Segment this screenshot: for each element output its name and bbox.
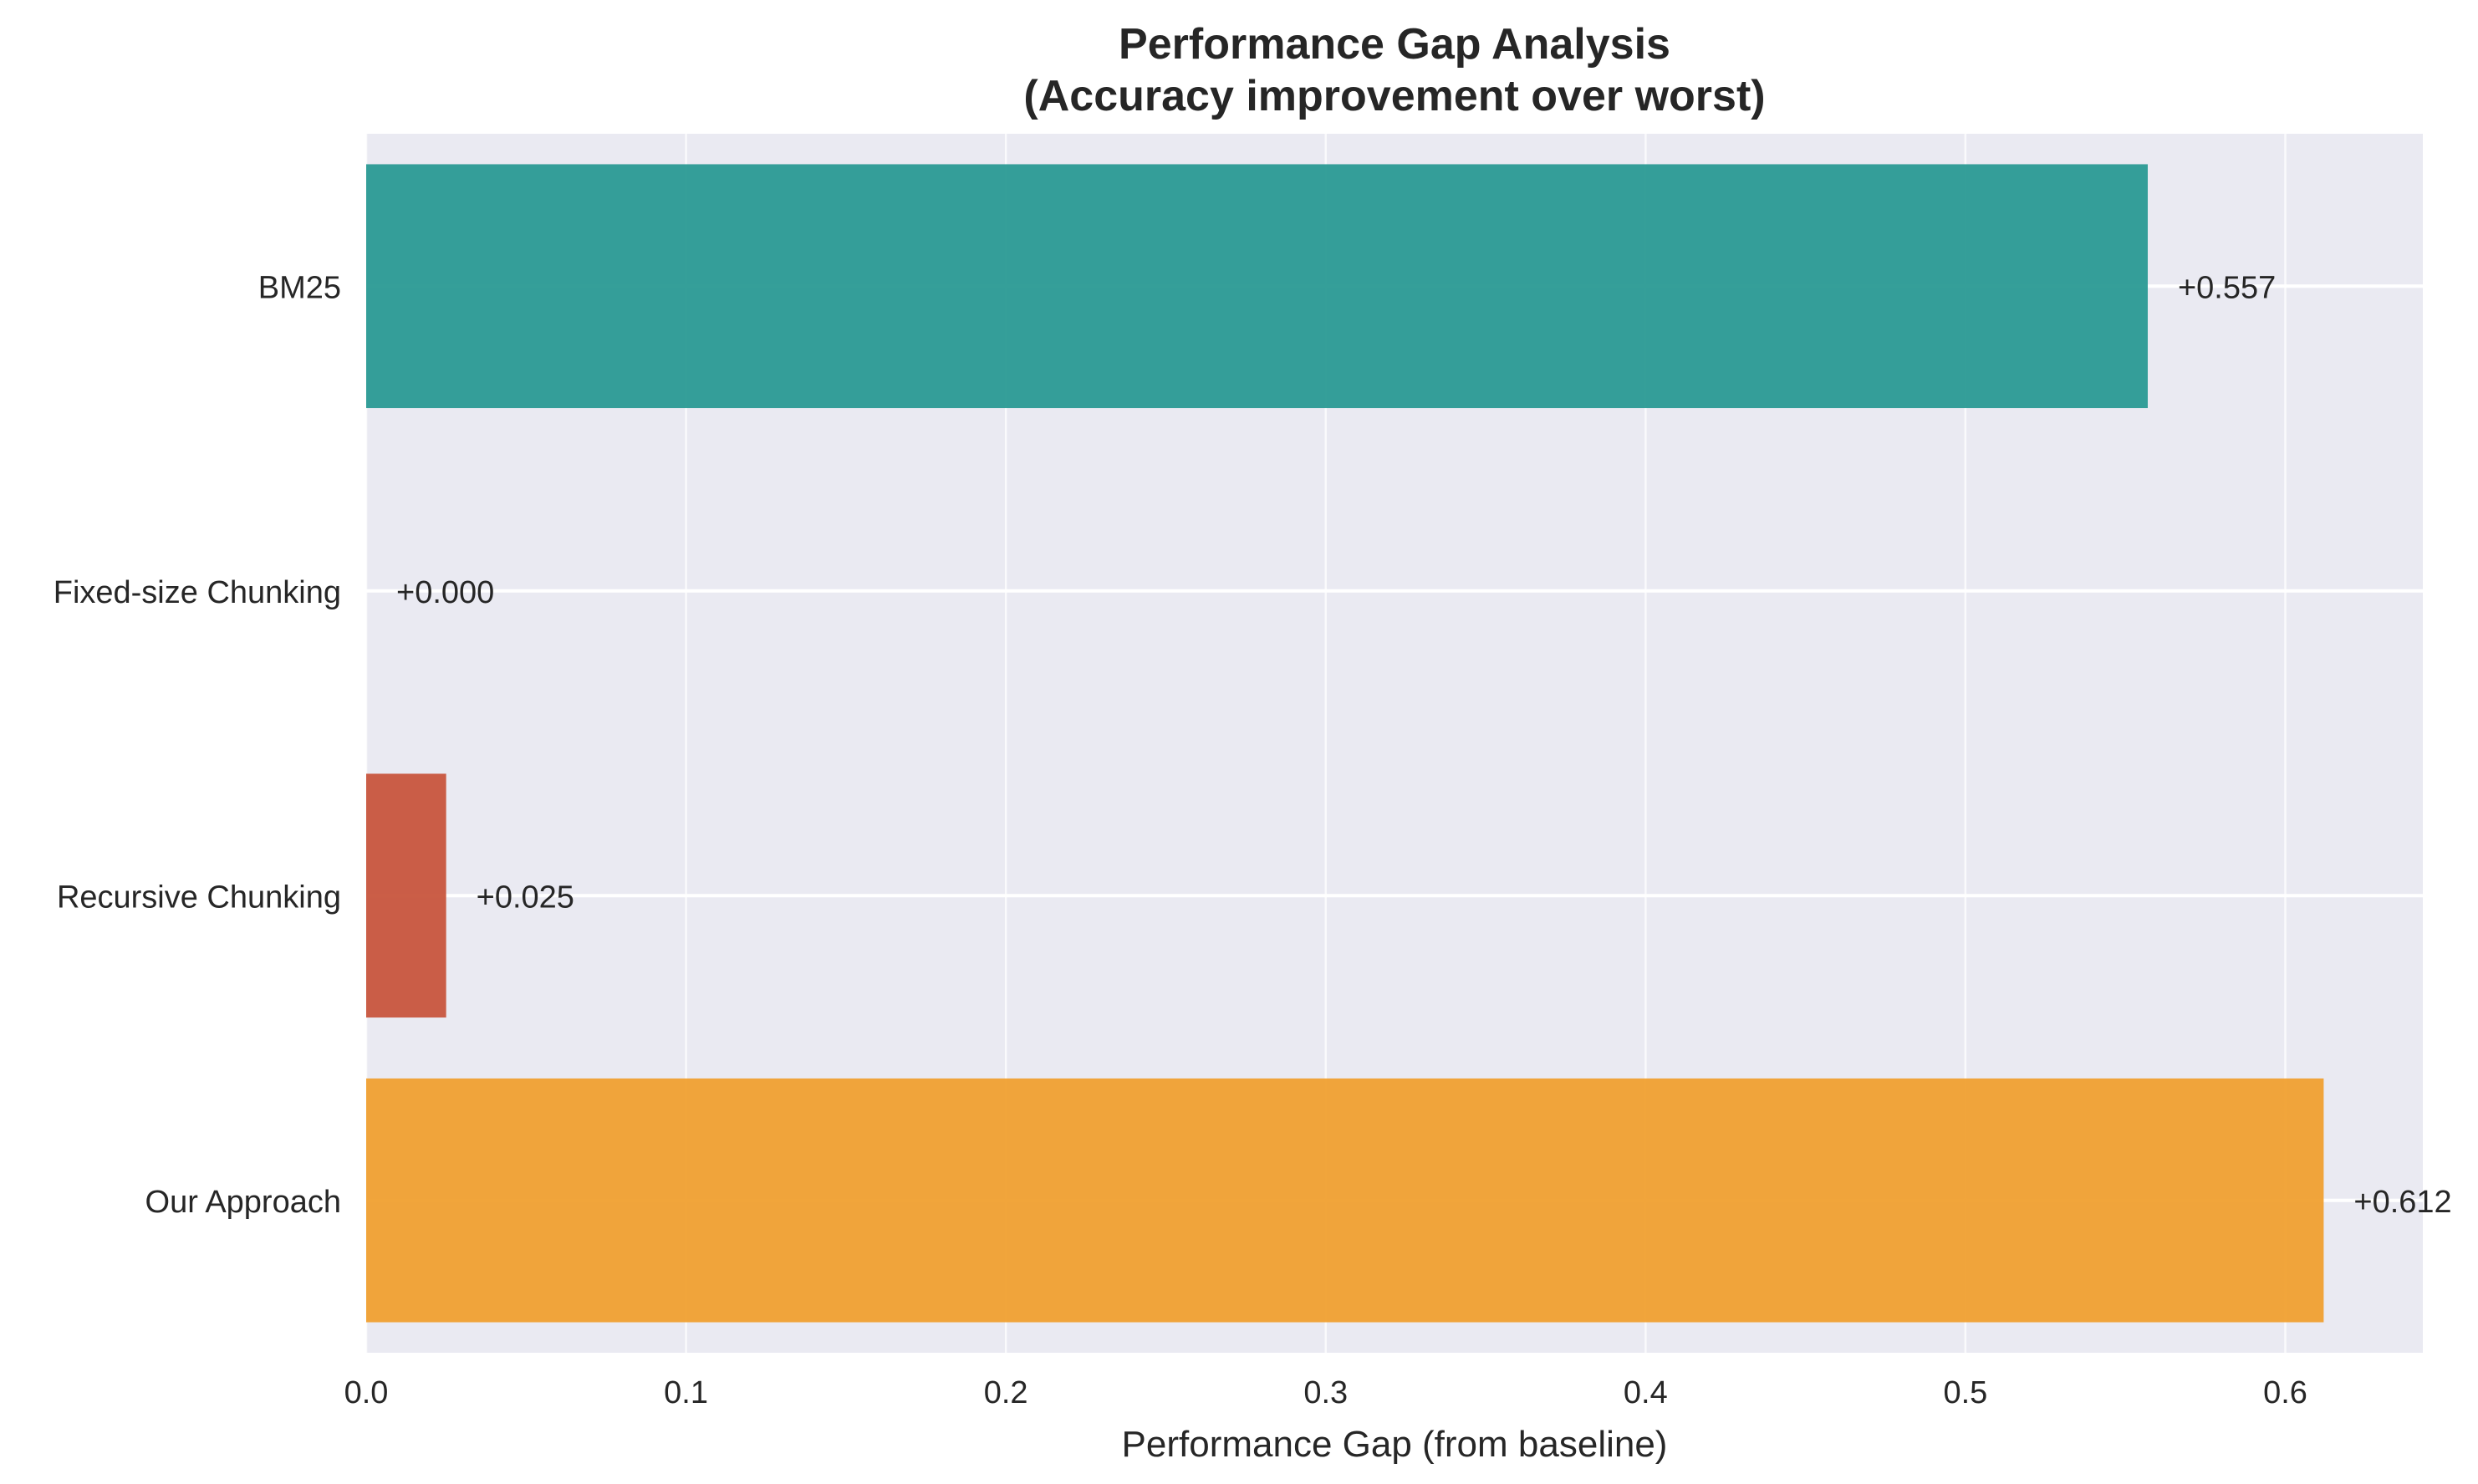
x-tick-label: 0.6 — [2263, 1375, 2307, 1410]
x-tick-label: 0.1 — [664, 1375, 708, 1410]
bar-value-label: +0.025 — [477, 880, 574, 915]
bar — [366, 164, 2148, 409]
x-tick-labels: 0.0 0.1 0.2 0.3 0.4 0.5 0.6 — [344, 1375, 2307, 1410]
bar-value-label: +0.557 — [2178, 270, 2276, 305]
y-tick-label: Recursive Chunking — [57, 880, 341, 915]
x-tick-label: 0.2 — [984, 1375, 1028, 1410]
y-tick-labels: BM25 Fixed-size Chunking Recursive Chunkin… — [54, 270, 341, 1220]
data-labels: +0.557 +0.000 +0.025 +0.612 — [396, 270, 2452, 1220]
bars — [366, 164, 2324, 1323]
x-tick-label: 0.0 — [344, 1375, 389, 1410]
chart-subtitle: (Accuracy improvement over worst) — [1023, 72, 1765, 120]
x-tick-label: 0.4 — [1624, 1375, 1668, 1410]
x-tick-label: 0.3 — [1303, 1375, 1348, 1410]
y-tick-label: BM25 — [258, 270, 341, 305]
chart-title: Performance Gap Analysis — [1119, 20, 1670, 69]
bar — [366, 1078, 2324, 1323]
bar-value-label: +0.612 — [2353, 1185, 2451, 1220]
y-tick-label: Our Approach — [145, 1185, 341, 1220]
x-tick-label: 0.5 — [1943, 1375, 1987, 1410]
bar-value-label: +0.000 — [396, 575, 494, 610]
bar — [366, 773, 446, 1018]
y-tick-label: Fixed-size Chunking — [54, 575, 341, 610]
x-axis-label: Performance Gap (from baseline) — [1122, 1424, 1668, 1465]
